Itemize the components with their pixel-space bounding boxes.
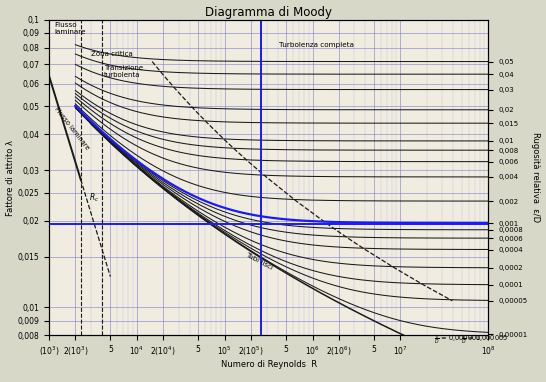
X-axis label: Numero di Reynolds  R: Numero di Reynolds R [221,360,317,369]
Text: Zona critica: Zona critica [91,51,133,57]
Text: $R_c$: $R_c$ [90,192,99,204]
Text: Turbolenza completa: Turbolenza completa [278,42,354,47]
Y-axis label: Fattore di attrito λ: Fattore di attrito λ [5,139,15,215]
Text: Flusso laminare: Flusso laminare [53,105,90,151]
Text: Transizione
turbolenta: Transizione turbolenta [104,65,143,78]
Title: Diagramma di Moody: Diagramma di Moody [205,6,332,19]
Text: Flusso
laminare: Flusso laminare [54,22,86,35]
Text: Tubi lisci: Tubi lisci [245,251,274,271]
Text: $\frac{\varepsilon}{D}$ = 0,000005: $\frac{\varepsilon}{D}$ = 0,000005 [461,333,508,346]
Y-axis label: Rugosità relativa  ε/D: Rugosità relativa ε/D [531,133,541,223]
Text: $\frac{\varepsilon}{D}$ = 0,000001: $\frac{\varepsilon}{D}$ = 0,000001 [434,333,482,346]
